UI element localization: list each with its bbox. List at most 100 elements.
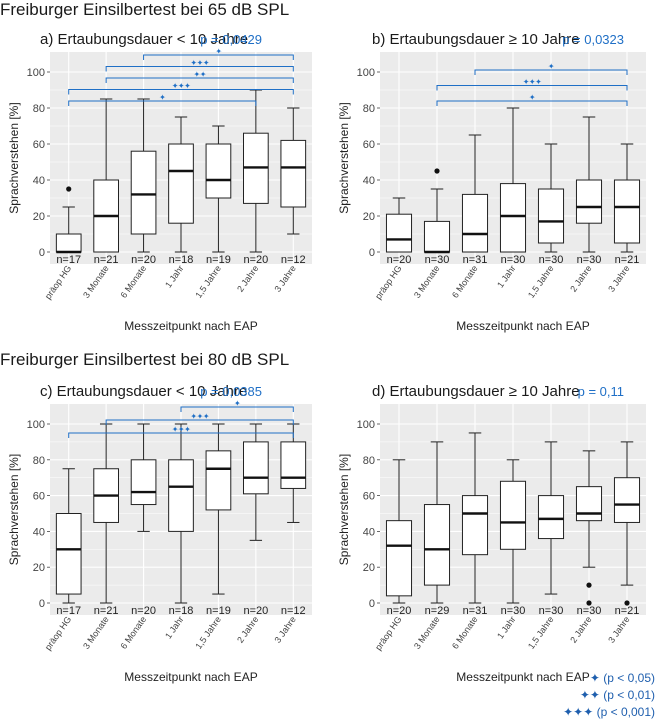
- panel-a-significance-marker: ✦: [215, 47, 222, 56]
- legend-item-p001: ✦✦ (p < 0,01): [579, 688, 655, 702]
- panel-a-significance-marker: ✦✦✦: [172, 82, 191, 91]
- panel-b-ytick-label: 100: [357, 67, 375, 79]
- panel-c-significance-bracket: [180, 406, 294, 412]
- panel-c-xlabel: Messzeitpunkt nach EAP: [124, 670, 257, 684]
- panel-d-box: [575, 486, 603, 522]
- panel-b-n-label: n=30: [425, 254, 450, 266]
- panel-b-ytick-label: 20: [363, 211, 375, 223]
- panel-c-ytick-label: 80: [33, 455, 45, 467]
- panel-d-n-label: n=21: [615, 605, 640, 617]
- panel-b-ytick-label: 0: [369, 247, 375, 259]
- panel-d-box: [385, 520, 413, 597]
- panel-d-category-label: präop HG: [373, 614, 404, 652]
- panel-d-outlier: [624, 600, 630, 606]
- panel-b-xlabel: Messzeitpunkt nach EAP: [456, 319, 589, 333]
- panel-b-significance-bracket: [436, 85, 628, 91]
- panel-d-category-label: 3 Jahre: [606, 614, 631, 644]
- panel-b-significance-marker: ✦: [529, 93, 536, 102]
- panel-c-ylabel: Sprachverstehen [%]: [7, 454, 21, 565]
- panel-d-n-label: n=31: [463, 605, 488, 617]
- panel-b-box: [461, 193, 489, 253]
- panel-b-category-label: 2 Jahre: [568, 263, 593, 293]
- panel-b-box: [575, 179, 603, 224]
- panel-a-significance-marker: ✦✦✦: [190, 59, 209, 68]
- section-title-65db: Freiburger Einsilbertest bei 65 dB SPL: [0, 0, 290, 19]
- panel-c-box: [130, 459, 157, 506]
- panel-c-category-label: 1 Jahr: [163, 614, 186, 640]
- panel-d-n-label: n=30: [501, 605, 526, 617]
- panel-b-category-label: 3 Jahre: [606, 263, 631, 293]
- legend-item-p0001: ✦✦✦ (p < 0,001): [563, 705, 655, 719]
- panel-d-outlier: [586, 582, 592, 588]
- panel-b-category-label: präop HG: [373, 263, 404, 301]
- panel-b-ylabel: Sprachverstehen [%]: [337, 102, 351, 213]
- panel-d-n-label: n=30: [577, 605, 602, 617]
- panel-b-box: [385, 213, 413, 253]
- panel-d-box: [423, 504, 451, 586]
- panel-d-outlier: [586, 600, 592, 606]
- panel-c-category-label: 3 Monate: [81, 614, 111, 650]
- panel-c-box: [168, 459, 194, 532]
- panel-a-ytick-label: 60: [33, 139, 45, 151]
- panel-b-category-label: 6 Monate: [450, 263, 480, 299]
- panel-c-ytick-label: 0: [39, 598, 45, 610]
- panel-b-category-label: 1,5 Jahre: [526, 263, 556, 299]
- panel-a-xlabel: Messzeitpunkt nach EAP: [124, 319, 257, 333]
- panel-a-ytick-label: 80: [33, 103, 45, 115]
- panel-a-category-label: 1,5 Jahre: [193, 263, 223, 299]
- panel-d-ytick-label: 40: [363, 526, 375, 538]
- panel-a-significance-bracket: [68, 89, 294, 95]
- panel-a-n-label: n=20: [243, 254, 268, 266]
- panel-a-significance-bracket: [143, 54, 294, 60]
- panel-a-n-label: n=19: [206, 254, 231, 266]
- panel-d-xlabel: Messzeitpunkt nach EAP: [456, 670, 589, 684]
- panel-d-box: [537, 495, 565, 540]
- panel-d-pvalue: p = 0,11: [578, 384, 624, 399]
- panel-a-category-label: 3 Monate: [81, 263, 111, 299]
- panel-b-box: [423, 220, 451, 253]
- panel-d-ytick-label: 80: [363, 455, 375, 467]
- panel-c-significance-marker: ✦: [234, 399, 241, 408]
- panel-c-n-label: n=19: [206, 605, 231, 617]
- panel-d-category-label: 1,5 Jahre: [526, 614, 556, 650]
- panel-c-ytick-label: 20: [33, 562, 45, 574]
- panel-c-n-label: n=21: [94, 605, 119, 617]
- panel-c-box: [55, 513, 82, 595]
- panel-a-n-label: n=18: [169, 254, 194, 266]
- panel-c-category-label: 6 Monate: [118, 614, 148, 650]
- panel-a-category-label: 1 Jahr: [163, 263, 186, 289]
- panel-a-ytick-label: 20: [33, 211, 45, 223]
- panel-a-box: [168, 143, 194, 224]
- panel-a-n-label: n=12: [281, 254, 306, 266]
- panel-a-significance-bracket: [105, 77, 294, 83]
- panel-c-ytick-label: 40: [33, 526, 45, 538]
- panel-c-category-label: 3 Jahre: [273, 614, 298, 644]
- panel-d-ytick-label: 0: [369, 598, 375, 610]
- panel-c-ytick-label: 60: [33, 491, 45, 503]
- panel-c-significance-bracket: [68, 432, 294, 438]
- panel-d-ytick-label: 100: [357, 419, 375, 431]
- panel-b-n-label: n=30: [501, 254, 526, 266]
- panel-b-n-label: n=30: [577, 254, 602, 266]
- panel-a-box: [55, 233, 82, 253]
- panel-d-n-label: n=20: [387, 605, 412, 617]
- panel-b-box: [499, 183, 527, 253]
- panel-a-n-label: n=21: [94, 254, 119, 266]
- panel-b-n-label: n=21: [615, 254, 640, 266]
- panel-b-n-label: n=30: [539, 254, 564, 266]
- panel-b-box: [613, 179, 641, 244]
- panel-c-box: [205, 450, 232, 511]
- panel-d-category-label: 6 Monate: [450, 614, 480, 650]
- panel-a-significance-bracket: [105, 66, 294, 72]
- panel-b-significance-bracket: [474, 69, 628, 75]
- panel-a-category-label: präop HG: [43, 263, 74, 301]
- panel-a-ytick-label: 100: [27, 67, 45, 79]
- panel-b-pvalue: p = 0,0323: [562, 32, 624, 47]
- panel-c-pvalue: p = 0,0385: [200, 384, 262, 399]
- panel-c-category-label: präop HG: [43, 614, 74, 652]
- panel-b-n-label: n=20: [387, 254, 412, 266]
- panel-c-box: [280, 441, 307, 489]
- panel-c-significance-marker: ✦✦✦: [172, 425, 191, 434]
- panel-c-n-label: n=12: [281, 605, 306, 617]
